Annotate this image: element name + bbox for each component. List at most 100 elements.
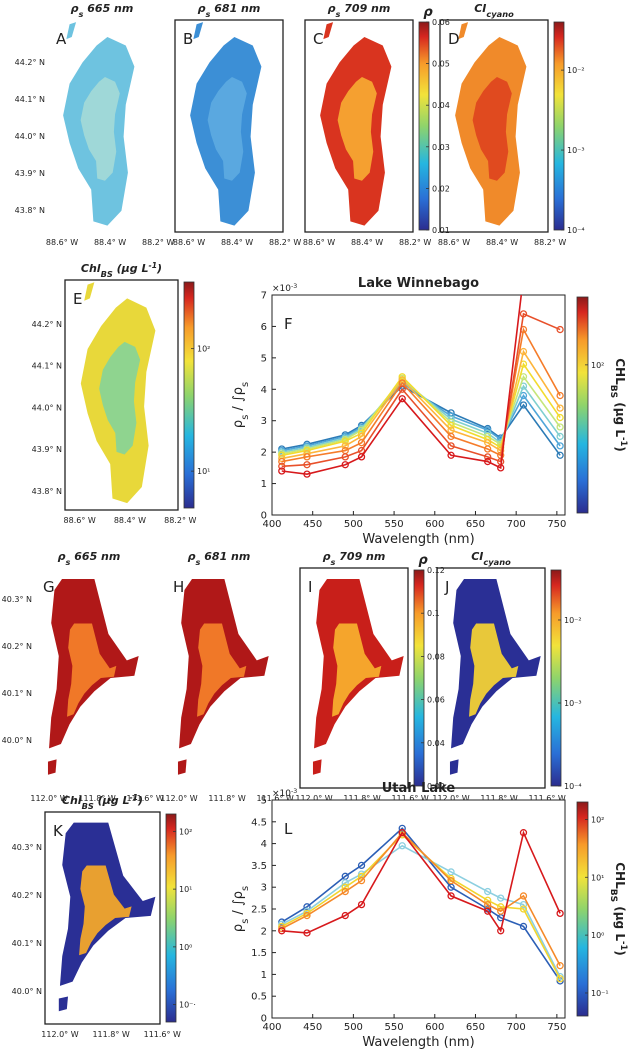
panel-letter: E (73, 290, 82, 308)
colorbar-tick-label: 0.05 (432, 60, 450, 69)
lake-shape (458, 22, 469, 40)
text-part: CHL (613, 358, 627, 385)
x-tick-label: 600 (425, 1022, 444, 1033)
panel-letter: J (444, 578, 449, 596)
colorbar-tick-label: 10⁻· (179, 1001, 196, 1010)
y-tick-label: 2 (261, 926, 267, 937)
map-title: ChlBS (μg L-1) (81, 261, 162, 280)
map-y-tick-label: 40.2° N (12, 891, 42, 900)
colorbar-tick-label: 10¹ (179, 885, 192, 894)
map-y-tick-label: 43.8° N (15, 206, 45, 215)
colorbar-tick-label: 0.04 (432, 101, 450, 110)
text-part: s (240, 919, 251, 924)
lake-shape (337, 77, 377, 181)
map-x-tick-label: 88.2° W (142, 238, 174, 247)
series-marker (519, 905, 528, 913)
colorbar-tick-label: 10¹ (197, 467, 210, 476)
map-x-tick-label: 112.0° W (160, 794, 197, 803)
map-x-tick-label: 88.4° W (486, 238, 518, 247)
text-part: 681 nm (210, 2, 260, 15)
lake-shape (80, 77, 120, 181)
map-y-tick-label: 40.2° N (2, 642, 32, 651)
colorbar-tick-label: 0.02 (432, 184, 450, 193)
series-marker (519, 829, 528, 837)
map-y-tick-label: 44.2° N (15, 58, 45, 67)
lake-shape (47, 759, 57, 775)
text-part: (μg L (613, 902, 627, 941)
text-part: ) (137, 794, 143, 807)
text-part: ρ (323, 550, 331, 563)
series-marker (398, 829, 406, 837)
colorbar-tick-label: 10⁻³ (567, 146, 585, 155)
text-part: -1 (619, 941, 629, 950)
map-y-tick-label: 40.1° N (12, 939, 42, 948)
text-part: (μg L (94, 794, 130, 807)
map-x-tick-label: 112.0° W (295, 794, 332, 803)
series-marker (484, 457, 492, 466)
colorbar-tick-label: 0.04 (427, 739, 445, 748)
lake-shape (66, 22, 77, 40)
text-part: ρ (328, 2, 336, 15)
y-tick-label: 5 (261, 796, 267, 807)
map-x-tick-label: 111.8° W (343, 794, 380, 803)
series-marker (484, 887, 492, 896)
lake-shape (79, 865, 132, 956)
map-x-tick-label: 88.6° W (46, 238, 78, 247)
y-tick-label: 4 (261, 839, 267, 850)
series-marker (556, 391, 564, 400)
series-marker (447, 442, 455, 450)
lake-shape (99, 341, 141, 455)
map-frame (439, 19, 549, 233)
map-title: ρs 665 nm (58, 550, 121, 567)
map-title: CIcyano (474, 2, 514, 19)
colorbar (576, 296, 589, 514)
series-marker (556, 423, 564, 431)
map-title: ρs 709 nm (323, 550, 386, 567)
lake-shape (472, 77, 512, 181)
panel-letter: K (53, 822, 64, 840)
text-part: (μg L (613, 398, 627, 437)
colorbar-tick-label: 10² (591, 815, 604, 824)
text-part: ) (613, 950, 627, 955)
text-part: ×10 (272, 789, 291, 799)
x-tick-label: 550 (385, 519, 404, 530)
text-part: ρ (198, 2, 206, 15)
colorbar-tick-label: 0.02 (427, 782, 445, 791)
map-frame (44, 811, 161, 1025)
colorbar-tick-label: 10⁻¹ (591, 989, 609, 998)
series-marker (556, 962, 564, 970)
text-part: cyano (483, 557, 511, 567)
map-x-tick-label: 111.8° W (208, 794, 245, 803)
text-part: ×10 (272, 284, 291, 294)
colorbar-tick-label: 10⁻² (564, 616, 582, 625)
series-marker (484, 907, 492, 915)
text-part: BS (82, 801, 94, 811)
x-tick-label: 400 (262, 1022, 281, 1033)
lake-shape (193, 22, 204, 40)
colorbar-tick-label: 0.12 (427, 566, 445, 575)
x-tick-label: 450 (303, 1022, 322, 1033)
y-tick-label: 7 (261, 291, 267, 302)
text-part: (μg L (113, 262, 149, 275)
colorbar-tick-label: 0.1 (427, 609, 440, 618)
panel-letter: C (313, 30, 323, 48)
series-marker (497, 903, 505, 911)
text-part: ρ (231, 924, 246, 932)
map-y-tick-label: 40.1° N (2, 689, 32, 698)
text-part: ) (156, 262, 162, 275)
series-marker (341, 442, 349, 450)
y-tick-label: 5 (261, 353, 267, 364)
text-part: Chl (81, 262, 101, 275)
colorbar-tick-label: 10⁻⁴ (564, 782, 582, 791)
series-marker (278, 467, 286, 475)
colorbar-label: ρ (423, 5, 433, 20)
series-marker (357, 439, 366, 447)
map-title: ρs 681 nm (188, 550, 251, 567)
text-part: / ∫ρ (231, 891, 246, 919)
panel-letter: D (448, 30, 460, 48)
text-part: -1 (149, 261, 158, 270)
map-x-tick-label: 88.2° W (269, 238, 301, 247)
y-tick-label: 1 (261, 970, 267, 981)
series-line (281, 349, 561, 460)
